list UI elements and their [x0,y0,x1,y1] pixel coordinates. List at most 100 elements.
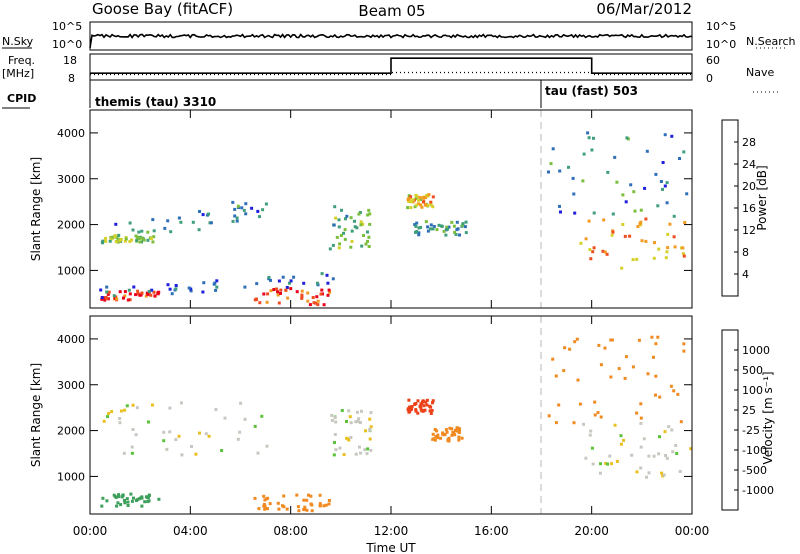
data-cell-6 [409,195,413,199]
x-tick-label: 16:00 [474,524,509,538]
data-cell-1 [134,234,138,238]
data-cell-4 [300,295,304,299]
data-cell-0 [131,403,135,407]
data-cell-3 [150,288,154,292]
data-cell-3 [342,453,346,457]
data-cell-2 [122,296,125,300]
data-cell-2 [268,502,272,506]
cpid-mode-1: themis (tau) 3310 [95,95,216,109]
data-cell-0 [179,220,183,224]
data-cell-7 [654,374,658,378]
data-cell-4 [428,409,432,413]
data-cell-5 [367,245,371,248]
data-cell-0 [131,428,135,431]
data-cell-1 [128,240,132,243]
power-cbar-tick-label: 12 [742,224,756,237]
data-cell-8 [640,239,644,243]
data-cell-6 [419,203,423,207]
data-cell-9 [547,170,550,174]
data-cell-5 [366,239,369,243]
data-cell-7 [596,411,600,415]
x-tick-label: 12:00 [374,524,409,538]
data-cell-7 [454,233,458,236]
data-cell-9 [663,184,667,188]
data-cell-3 [281,275,285,279]
data-cell-7 [415,221,419,225]
data-cell-6 [667,425,671,429]
data-cell-0 [190,445,193,448]
data-cell-7 [563,346,567,350]
data-cell-6 [622,438,625,442]
data-cell-1 [126,504,130,507]
data-cell-3 [189,289,193,293]
data-cell-2 [307,493,310,497]
data-cell-5 [339,234,343,237]
data-cell-5 [460,436,464,440]
data-cell-6 [689,447,693,451]
data-cell-1 [117,495,121,499]
data-cell-8 [672,235,676,239]
data-cell-3 [201,290,205,294]
data-cell-6 [608,454,612,458]
data-cell-7 [623,376,627,380]
data-cell-6 [426,203,430,207]
data-cell-5 [357,212,361,216]
data-cell-2 [128,292,132,296]
data-cell-6 [599,462,602,466]
data-cell-3 [277,279,281,283]
data-cell-5 [433,438,437,442]
data-cell-0 [250,206,254,210]
data-cell-4 [289,287,293,291]
data-cell-6 [619,434,623,438]
data-cell-6 [416,202,420,206]
data-cell-6 [406,206,410,210]
power-y-ticks: 1000 2000 3000 4000 [57,127,692,277]
data-cell-3 [354,420,358,424]
data-cell-6 [414,196,418,200]
data-cell-7 [437,223,441,227]
data-cell-0 [207,212,211,216]
data-cell-2 [309,494,313,498]
data-cell-8 [644,217,648,221]
data-cell-7 [656,335,660,339]
data-cell-6 [590,446,594,450]
data-cell-7 [456,227,460,231]
data-cell-0 [256,451,260,455]
data-cell-6 [411,200,415,204]
data-cell-3 [213,281,217,285]
power-cbar-tick-label: 16 [742,202,756,215]
data-cell-9 [625,136,629,140]
data-cell-2 [126,298,130,302]
data-cell-1 [114,495,118,499]
data-cell-0 [264,202,268,206]
data-cell-6 [415,203,419,207]
data-cell-0 [242,208,246,212]
data-cell-9 [661,187,664,191]
data-cell-7 [435,228,439,232]
data-cell-7 [440,224,443,228]
data-cell-0 [106,415,109,419]
data-cell-7 [429,223,433,227]
data-cell-7 [446,227,449,231]
data-cell-8 [664,256,668,260]
data-cell-9 [663,133,667,137]
data-cell-4 [327,288,331,292]
data-cell-0 [151,403,154,407]
data-cell-5 [361,222,365,226]
data-cell-5 [366,230,369,234]
data-cell-3 [105,290,109,294]
data-cell-1 [138,240,142,244]
data-cell-2 [106,297,110,301]
data-cell-7 [676,392,680,396]
y-tick-label: 3000 [57,173,85,186]
data-cell-4 [322,303,326,307]
data-cell-2 [281,504,284,508]
data-cell-4 [406,408,410,412]
data-cell-9 [592,211,596,215]
data-cell-7 [547,414,551,418]
data-cell-7 [624,355,628,359]
data-cell-6 [431,195,435,199]
data-cell-3 [369,425,373,429]
data-cell-2 [253,496,257,500]
